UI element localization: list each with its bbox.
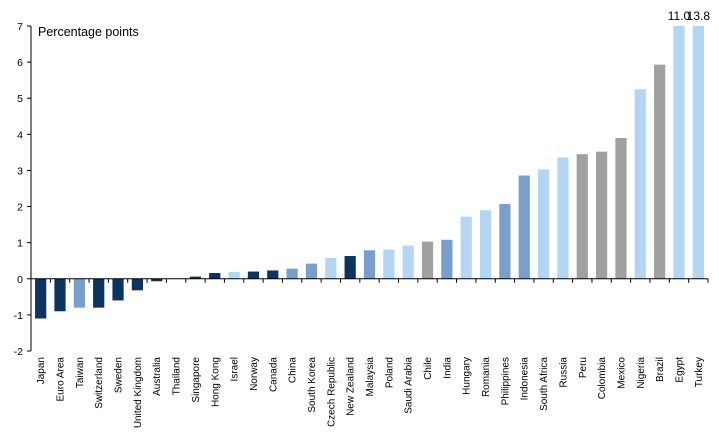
bar xyxy=(305,263,318,279)
bar xyxy=(634,89,646,279)
x-tick-label: Australia xyxy=(152,357,163,396)
x-tick-label: New Zealand xyxy=(346,357,357,416)
x-tick-label: South Africa xyxy=(539,357,550,411)
x-tick-label: India xyxy=(442,357,453,379)
x-tick-label: Russia xyxy=(558,357,569,388)
bar xyxy=(151,278,163,282)
y-tick-label: 2 xyxy=(17,202,23,214)
x-tick-label: Sweden xyxy=(114,357,125,393)
bar xyxy=(479,210,492,279)
x-tick-label: Thailand xyxy=(172,357,183,395)
bar xyxy=(421,241,434,279)
bar xyxy=(499,204,511,279)
x-tick-label: Canada xyxy=(268,357,279,392)
bar xyxy=(441,239,453,279)
x-tick-label: China xyxy=(288,357,299,384)
bar xyxy=(344,256,356,279)
bar xyxy=(596,151,608,279)
bar xyxy=(286,268,298,279)
x-tick-label: Colombia xyxy=(597,357,608,400)
bar xyxy=(131,278,143,291)
bar xyxy=(615,137,627,279)
x-tick-label: Saudi Arabia xyxy=(404,357,415,414)
y-tick-label: 7 xyxy=(17,21,23,33)
x-axis: Japan Euro Area Taiwan Switzerland Sweden Uni… xyxy=(30,278,709,428)
x-tick-label: Peru xyxy=(578,357,589,378)
bar xyxy=(460,216,472,279)
bar xyxy=(209,273,221,279)
x-tick-label: Egypt xyxy=(674,357,685,383)
x-tick-label: Romania xyxy=(481,357,492,397)
y-tick-label: 4 xyxy=(17,129,23,141)
bar xyxy=(228,271,240,279)
x-tick-label: Poland xyxy=(384,357,395,388)
y-axis-label: Percentage points xyxy=(38,25,139,39)
x-tick-label: Norway xyxy=(249,357,260,391)
y-tick-label: 5 xyxy=(17,93,23,105)
y-tick-label: 1 xyxy=(17,238,23,250)
y-tick-label: 3 xyxy=(17,165,23,177)
x-tick-label: Singapore xyxy=(191,357,202,403)
x-tick-label: Hungary xyxy=(462,357,473,395)
bar xyxy=(267,270,279,279)
x-tick-label: Euro Area xyxy=(56,357,67,402)
bar xyxy=(518,175,530,279)
data-label: 13.8 xyxy=(687,9,711,23)
x-tick-label: Malaysia xyxy=(365,357,376,397)
x-tick-label: Turkey xyxy=(694,357,705,387)
bar xyxy=(73,278,85,308)
y-tick-label: -1 xyxy=(14,310,23,322)
y-tick-label: 0 xyxy=(17,274,23,286)
bar xyxy=(537,169,550,279)
x-tick-label: South Korea xyxy=(307,357,318,413)
bars xyxy=(35,26,704,319)
x-tick-label: Brazil xyxy=(655,357,666,382)
x-tick-label: Chile xyxy=(423,357,434,380)
x-tick-label: Israel xyxy=(230,357,241,381)
bar xyxy=(692,26,704,279)
bar xyxy=(325,257,337,279)
x-tick-label: Indonesia xyxy=(520,357,531,401)
bar xyxy=(247,271,260,279)
bar xyxy=(35,278,47,319)
data-label: 11.0 xyxy=(668,9,691,23)
annotations: 11.013.8 xyxy=(668,9,711,23)
bar xyxy=(654,64,666,279)
bar xyxy=(112,278,124,301)
y-tick-label: 6 xyxy=(17,57,23,69)
bar xyxy=(383,249,395,279)
x-tick-label: Taiwan xyxy=(75,357,86,388)
bar xyxy=(673,26,685,279)
bar xyxy=(363,250,376,279)
bar xyxy=(576,154,588,279)
x-tick-label: United Kingdom xyxy=(133,357,144,428)
bar xyxy=(189,276,202,279)
bar xyxy=(557,157,569,279)
bar xyxy=(54,278,66,312)
x-tick-label: Nigeria xyxy=(636,357,647,389)
x-tick-label: Mexico xyxy=(616,357,627,389)
bar xyxy=(402,245,414,279)
x-tick-label: Hong Kong xyxy=(210,357,221,407)
x-tick-label: Philippines xyxy=(500,357,511,405)
x-tick-label: Switzerland xyxy=(94,357,105,409)
x-tick-label: Japan xyxy=(36,357,47,384)
y-axis: 7 6 5 4 3 2 1 0 -1 -2 xyxy=(14,21,32,358)
y-tick-label: -2 xyxy=(14,346,23,358)
x-tick-label: Czech Republic xyxy=(326,357,337,427)
bar xyxy=(93,278,105,308)
